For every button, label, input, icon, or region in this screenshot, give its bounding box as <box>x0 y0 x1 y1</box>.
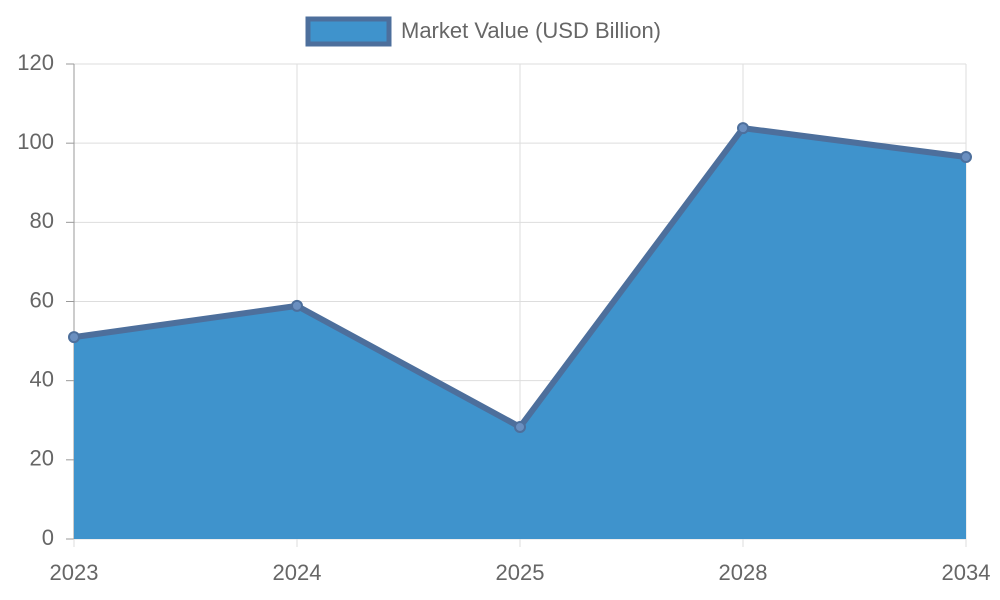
data-point <box>737 122 749 135</box>
x-tick-label: 2023 <box>50 560 99 585</box>
y-tick-label: 80 <box>30 208 54 233</box>
y-tick-label: 120 <box>17 50 54 75</box>
y-tick-label: 0 <box>42 525 54 550</box>
x-tick-label: 2028 <box>719 560 768 585</box>
legend-label: Market Value (USD Billion) <box>401 18 661 43</box>
data-point <box>960 151 972 164</box>
x-tick-label: 2034 <box>942 560 991 585</box>
y-tick-label: 100 <box>17 129 54 154</box>
data-point <box>291 299 303 312</box>
legend-swatch <box>305 16 392 47</box>
x-tick-label: 2024 <box>273 560 322 585</box>
data-point <box>68 331 80 344</box>
x-tick-label: 2025 <box>496 560 545 585</box>
y-tick-label: 60 <box>30 287 54 312</box>
y-tick-label: 40 <box>30 366 54 391</box>
area-fill <box>74 128 966 539</box>
data-point <box>514 420 526 433</box>
y-tick-label: 20 <box>30 446 54 471</box>
